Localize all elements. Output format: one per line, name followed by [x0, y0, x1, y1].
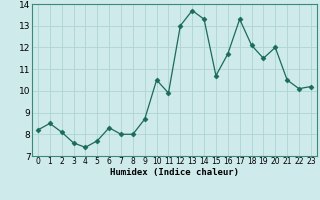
X-axis label: Humidex (Indice chaleur): Humidex (Indice chaleur)	[110, 168, 239, 177]
